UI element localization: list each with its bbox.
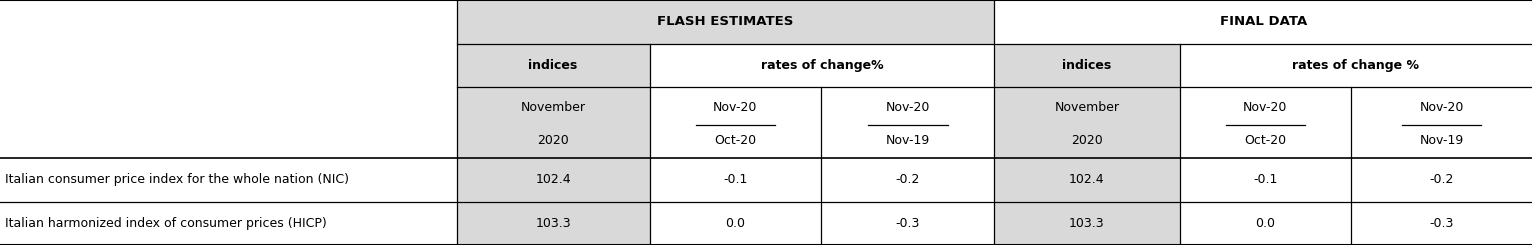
Text: -0.2: -0.2 [1429, 173, 1454, 186]
Text: November: November [521, 101, 585, 114]
Bar [994, 202, 1180, 245]
Text: indices: indices [1062, 59, 1112, 72]
Bar [1180, 202, 1351, 245]
Bar [1180, 158, 1351, 202]
Text: -0.1: -0.1 [1253, 173, 1278, 186]
Text: Nov-20: Nov-20 [885, 101, 930, 114]
Bar [457, 202, 650, 245]
Text: November: November [1054, 101, 1120, 114]
Text: -0.1: -0.1 [723, 173, 748, 186]
Bar [0, 0, 457, 44]
Text: Italian consumer price index for the whole nation (NIC): Italian consumer price index for the who… [5, 173, 349, 186]
Text: 102.4: 102.4 [1069, 173, 1105, 186]
Text: Nov-19: Nov-19 [1420, 134, 1463, 147]
Bar [994, 0, 1532, 44]
Text: rates of change%: rates of change% [760, 59, 884, 72]
Bar [457, 0, 994, 44]
Text: 103.3: 103.3 [535, 217, 571, 230]
Bar [650, 158, 821, 202]
Bar [821, 202, 994, 245]
Bar [650, 202, 821, 245]
Bar [1351, 87, 1532, 158]
Bar [1180, 87, 1351, 158]
Text: indices: indices [529, 59, 578, 72]
Bar [1180, 44, 1532, 87]
Bar [457, 87, 650, 158]
Bar [821, 158, 994, 202]
Bar [0, 87, 457, 158]
Text: Nov-20: Nov-20 [714, 101, 757, 114]
Text: Nov-20: Nov-20 [1244, 101, 1287, 114]
Text: -0.3: -0.3 [896, 217, 919, 230]
Text: Italian harmonized index of consumer prices (HICP): Italian harmonized index of consumer pri… [5, 217, 326, 230]
Text: 2020: 2020 [1071, 134, 1103, 147]
Bar [0, 44, 457, 87]
Bar [994, 44, 1180, 87]
Text: -0.3: -0.3 [1429, 217, 1454, 230]
Bar [0, 158, 457, 202]
Bar [457, 158, 650, 202]
Text: 102.4: 102.4 [535, 173, 571, 186]
Bar [994, 87, 1180, 158]
Text: Oct-20: Oct-20 [1244, 134, 1287, 147]
Text: rates of change %: rates of change % [1293, 59, 1419, 72]
Bar [1351, 158, 1532, 202]
Bar [1351, 202, 1532, 245]
Bar [821, 87, 994, 158]
Text: -0.2: -0.2 [896, 173, 919, 186]
Bar [0, 202, 457, 245]
Text: Oct-20: Oct-20 [714, 134, 757, 147]
Text: 2020: 2020 [538, 134, 568, 147]
Text: 103.3: 103.3 [1069, 217, 1105, 230]
Bar [650, 87, 821, 158]
Text: 0.0: 0.0 [725, 217, 746, 230]
Text: Nov-20: Nov-20 [1420, 101, 1463, 114]
Bar [994, 158, 1180, 202]
Text: FLASH ESTIMATES: FLASH ESTIMATES [657, 15, 794, 28]
Bar [457, 44, 650, 87]
Bar [650, 44, 994, 87]
Text: Nov-19: Nov-19 [885, 134, 930, 147]
Text: FINAL DATA: FINAL DATA [1219, 15, 1307, 28]
Text: 0.0: 0.0 [1255, 217, 1276, 230]
